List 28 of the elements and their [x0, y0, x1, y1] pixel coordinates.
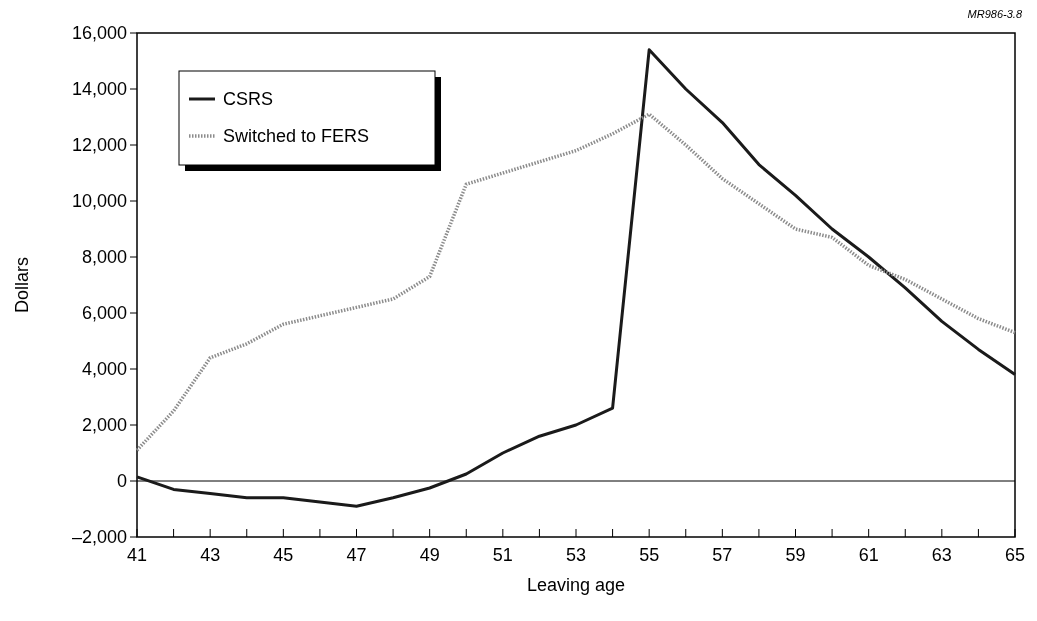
x-tick-label: 45	[273, 545, 294, 565]
y-tick-label: 6,000	[81, 303, 127, 324]
x-tick-label: 57	[712, 545, 733, 565]
y-tick-label: 8,000	[81, 247, 127, 268]
legend-label: CSRS	[223, 89, 274, 110]
x-tick-label: 47	[346, 545, 367, 565]
x-tick-label: 43	[200, 545, 221, 565]
y-tick-label: 4,000	[81, 359, 127, 380]
x-tick-label: 63	[931, 545, 952, 565]
x-tick-label: 59	[785, 545, 806, 565]
x-tick-label: 49	[419, 545, 440, 565]
y-tick-label: 16,000	[71, 23, 127, 44]
y-tick-label: 0	[116, 471, 127, 492]
y-tick-label: 2,000	[81, 415, 127, 436]
y-tick-label: 14,000	[71, 79, 127, 100]
x-tick-label: 61	[858, 545, 879, 565]
x-tick-label: 55	[639, 545, 660, 565]
text: MR986-3.8	[967, 8, 1023, 20]
y-tick-label: 12,000	[71, 135, 127, 156]
x-axis-title: Leaving age	[526, 575, 626, 595]
x-tick-label: 51	[492, 545, 513, 565]
y-axis-title: Dollars	[12, 256, 32, 314]
x-tick-label: 41	[126, 545, 148, 565]
legend-label: Switched to FERS	[223, 126, 370, 147]
x-tick-label: 53	[565, 545, 587, 565]
y-tick-label: –2,000	[71, 527, 127, 548]
x-tick-label: 65	[1004, 545, 1026, 565]
y-tick-label: 10,000	[71, 191, 127, 212]
